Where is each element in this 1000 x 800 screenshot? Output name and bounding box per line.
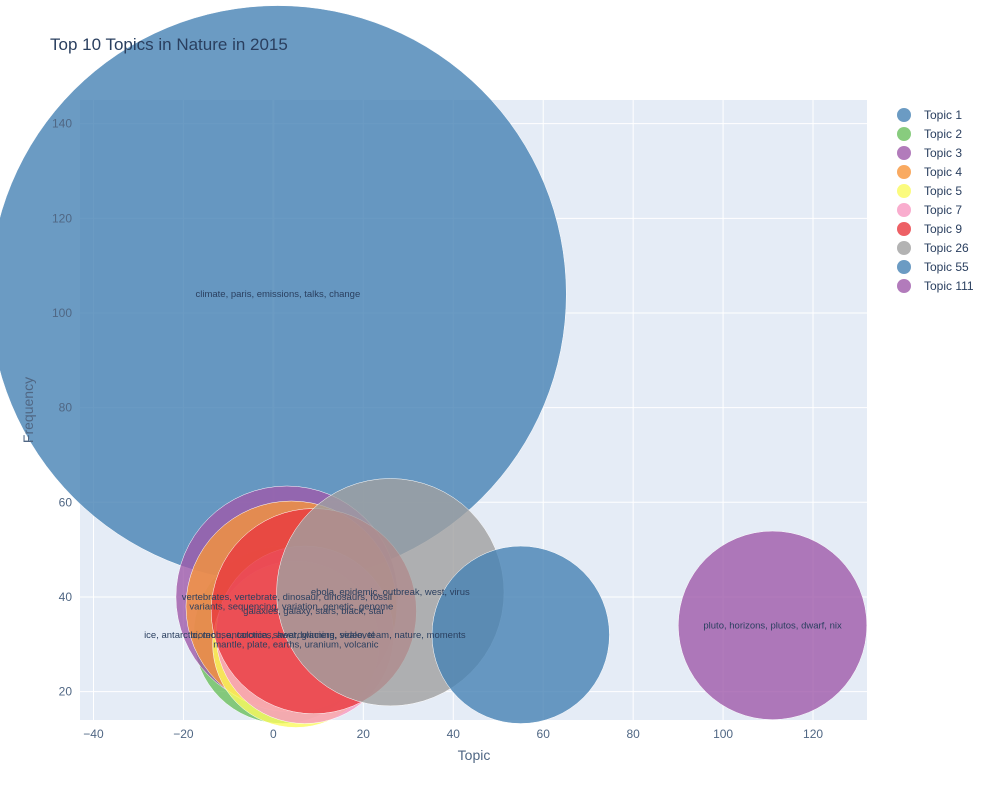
legend-marker[interactable]: [897, 279, 911, 293]
legend-marker[interactable]: [897, 127, 911, 141]
x-tick-label: 60: [537, 727, 551, 741]
x-tick-label: −40: [83, 727, 104, 741]
x-axis-title: Topic: [458, 747, 491, 763]
legend-item-label[interactable]: Topic 7: [924, 203, 962, 217]
legend-marker[interactable]: [897, 108, 911, 122]
bubbles-layer: [0, 5, 868, 728]
legend: Topic 1 Topic 2 Topic 3 Topic 4 Topic 5 Topic…: [897, 108, 974, 293]
legend-item-label[interactable]: Topic 5: [924, 184, 962, 198]
legend-item-label[interactable]: Topic 111: [924, 279, 974, 293]
x-tick-label: 80: [626, 727, 640, 741]
y-tick-label: 40: [59, 590, 73, 604]
legend-marker[interactable]: [897, 260, 911, 274]
bubble-label: ice, antarctic, mouse, colonies, awardwi…: [144, 630, 466, 641]
bubble-label: climate, paris, emissions, talks, change: [196, 289, 361, 300]
tick-labels: −40 −20 0 20 40 60 80 100 120 20 40 60 80 100 120 140: [52, 117, 823, 741]
legend-item-label[interactable]: Topic 26: [924, 241, 969, 255]
y-tick-label: 100: [52, 306, 72, 320]
bubble-labels-layer: climate, paris, emissions, talks, change…: [144, 289, 842, 650]
y-tick-label: 60: [59, 495, 73, 509]
legend-marker[interactable]: [897, 203, 911, 217]
x-tick-label: 100: [713, 727, 733, 741]
legend-item-label[interactable]: Topic 9: [924, 222, 962, 236]
bubble-topic-111[interactable]: [678, 530, 868, 720]
x-tick-label: 0: [270, 727, 277, 741]
y-tick-label: 20: [59, 685, 73, 699]
y-tick-label: 140: [52, 117, 72, 131]
x-tick-label: −20: [173, 727, 194, 741]
legend-marker[interactable]: [897, 165, 911, 179]
bubble-label: mantle, plate, earths, uranium, volcanic: [213, 639, 379, 650]
legend-item-label[interactable]: Topic 2: [924, 127, 962, 141]
bubble-topic-55[interactable]: [431, 545, 610, 724]
legend-item-label[interactable]: Topic 1: [924, 108, 962, 122]
y-axis-title: Frequency: [20, 377, 36, 443]
legend-item-label[interactable]: Topic 4: [924, 165, 962, 179]
bubble-label: vertebrates, vertebrate, dinosaur, dinos…: [182, 592, 392, 603]
x-tick-label: 40: [447, 727, 461, 741]
y-tick-label: 80: [59, 401, 73, 415]
chart-title: Top 10 Topics in Nature in 2015: [50, 35, 288, 54]
bubble-label: galaxies, galaxy, stars, black, star: [243, 606, 384, 617]
bubble-label: biotech, antarctica, sheet, glaciers, se…: [190, 630, 374, 641]
x-tick-label: 120: [803, 727, 823, 741]
x-tick-label: 20: [357, 727, 371, 741]
legend-marker[interactable]: [897, 184, 911, 198]
bubble-label: ebola, epidemic, outbreak, west, virus: [311, 587, 470, 598]
bubble-label: pluto, horizons, plutos, dwarf, nix: [703, 620, 842, 631]
legend-marker[interactable]: [897, 146, 911, 160]
y-tick-label: 120: [52, 211, 72, 225]
legend-item-label[interactable]: Topic 55: [924, 260, 969, 274]
legend-marker[interactable]: [897, 241, 911, 255]
bubble-label: variants, sequencing, variation, genetic…: [189, 601, 393, 612]
legend-marker[interactable]: [897, 222, 911, 236]
legend-item-label[interactable]: Topic 3: [924, 146, 962, 160]
